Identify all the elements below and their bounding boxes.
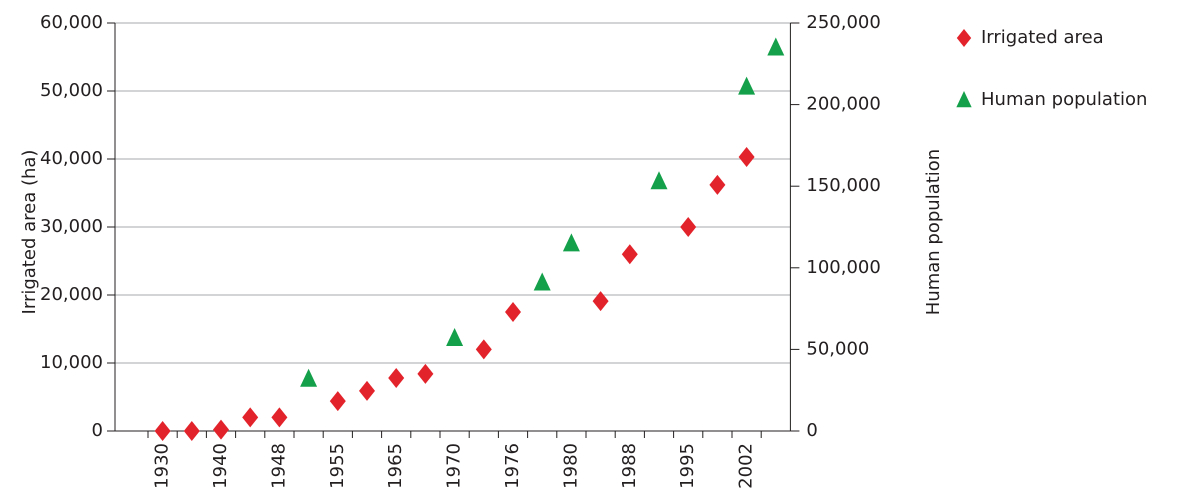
y-tick-label: 10,000 [40,352,103,373]
y-tick-label: 50,000 [40,80,103,101]
y2-tick-label: 100,000 [806,257,880,278]
y2-tick-label: 0 [806,420,817,441]
data-point [767,37,785,56]
data-point [738,76,756,95]
data-point [417,363,434,384]
data-point [650,171,668,190]
y-tick-label: 20,000 [40,284,103,305]
y2-tick-label: 200,000 [806,94,880,115]
legend-marker [956,29,972,47]
y-tick-label: 40,000 [40,148,103,169]
x-tick-label: 1930 [152,443,173,489]
x-tick-label: 1976 [502,443,523,489]
data-point [213,419,229,440]
legend-label: Irrigated area [981,27,1104,48]
data-point [183,421,200,441]
data-point [709,174,726,195]
data-point [271,407,288,428]
x-tick-label: 1955 [327,443,348,489]
data-point [680,217,697,237]
data-point [388,367,405,388]
data-point [329,391,346,412]
x-tick-label: 1948 [268,443,289,489]
data-point [738,146,755,167]
data-point [446,327,464,346]
x-tick-label: 1965 [385,443,406,489]
x-tick-label: 1995 [677,443,698,489]
y-tick-label: 30,000 [40,216,103,237]
data-point [621,244,638,265]
data-point [505,302,521,322]
data-point [300,368,318,387]
x-tick-label: 1940 [210,443,231,489]
data-point [242,407,259,428]
data-point [533,272,551,291]
y2-tick-label: 250,000 [806,12,880,33]
data-point [154,421,171,441]
y-tick-label: 0 [92,420,103,441]
y-tick-label: 60,000 [40,12,103,33]
data-point [562,233,580,252]
data-point [475,339,492,360]
data-point [592,291,609,312]
y2-tick-label: 150,000 [806,175,880,196]
legend-label: Human population [981,89,1147,110]
y-axis-title: Irrigated area (ha) [19,150,40,315]
y2-tick-label: 50,000 [806,338,869,359]
data-point [359,380,375,401]
x-tick-label: 1970 [444,443,465,489]
y2-axis-title: Human population [923,149,944,315]
x-tick-label: 1980 [560,443,581,489]
x-tick-label: 1988 [619,443,640,489]
x-tick-label: 2002 [736,443,757,489]
legend-marker [956,91,972,108]
